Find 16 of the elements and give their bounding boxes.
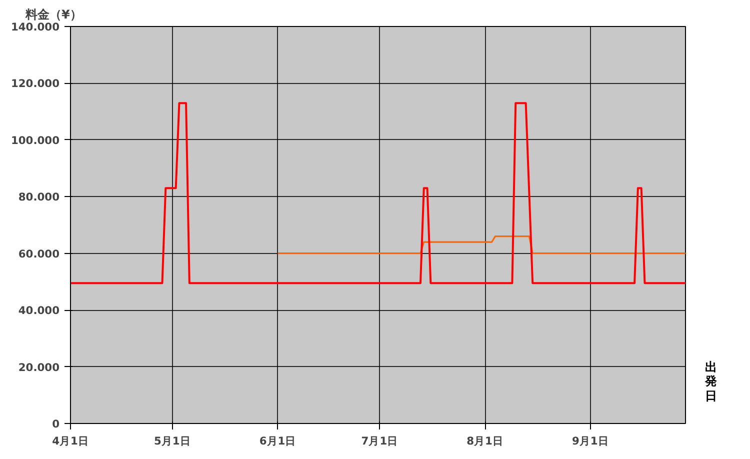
y-tick-label: 60.000	[18, 247, 60, 260]
y-tick-label: 140.000	[10, 20, 60, 34]
x-tick-label: 4月1日	[52, 434, 89, 448]
y-tick-label: 100.000	[10, 134, 60, 147]
y-tick-label: 20.000	[18, 360, 60, 374]
y-tick-label: 120.000	[10, 77, 60, 90]
x-tick-label: 7月1日	[361, 434, 398, 448]
x-tick-label: 9月1日	[572, 434, 609, 448]
y-tick-label: 40.000	[18, 304, 60, 318]
y-tick-label: 80.000	[18, 190, 60, 204]
y-axis-title: 料金（¥）	[24, 8, 82, 22]
x-tick-label: 8月1日	[466, 434, 504, 448]
x-tick-label: 6月1日	[259, 434, 296, 448]
y-tick-label: 0	[52, 418, 60, 430]
x-tick-label: 5月1日	[154, 434, 191, 448]
x-axis-title: 出発日	[705, 360, 717, 404]
